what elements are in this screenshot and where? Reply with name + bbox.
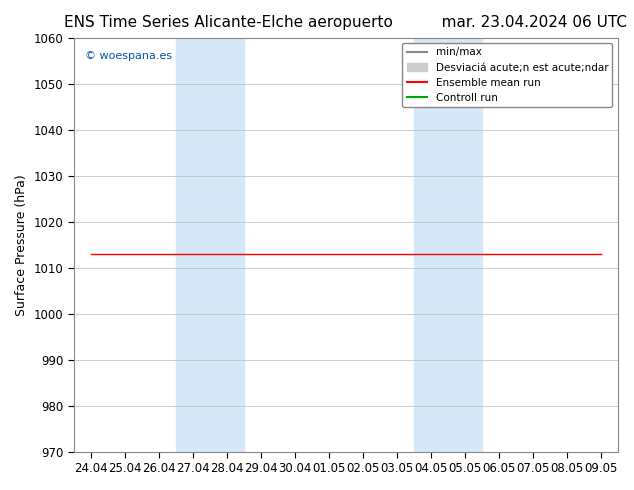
Text: © woespana.es: © woespana.es xyxy=(84,50,172,61)
Bar xyxy=(414,38,482,452)
Y-axis label: Surface Pressure (hPa): Surface Pressure (hPa) xyxy=(15,174,28,316)
Legend: min/max, Desviaciá acute;n est acute;ndar, Ensemble mean run, Controll run: min/max, Desviaciá acute;n est acute;nda… xyxy=(403,43,612,107)
Bar xyxy=(176,38,243,452)
Title: ENS Time Series Alicante-Elche aeropuerto          mar. 23.04.2024 06 UTC: ENS Time Series Alicante-Elche aeropuert… xyxy=(64,15,627,30)
